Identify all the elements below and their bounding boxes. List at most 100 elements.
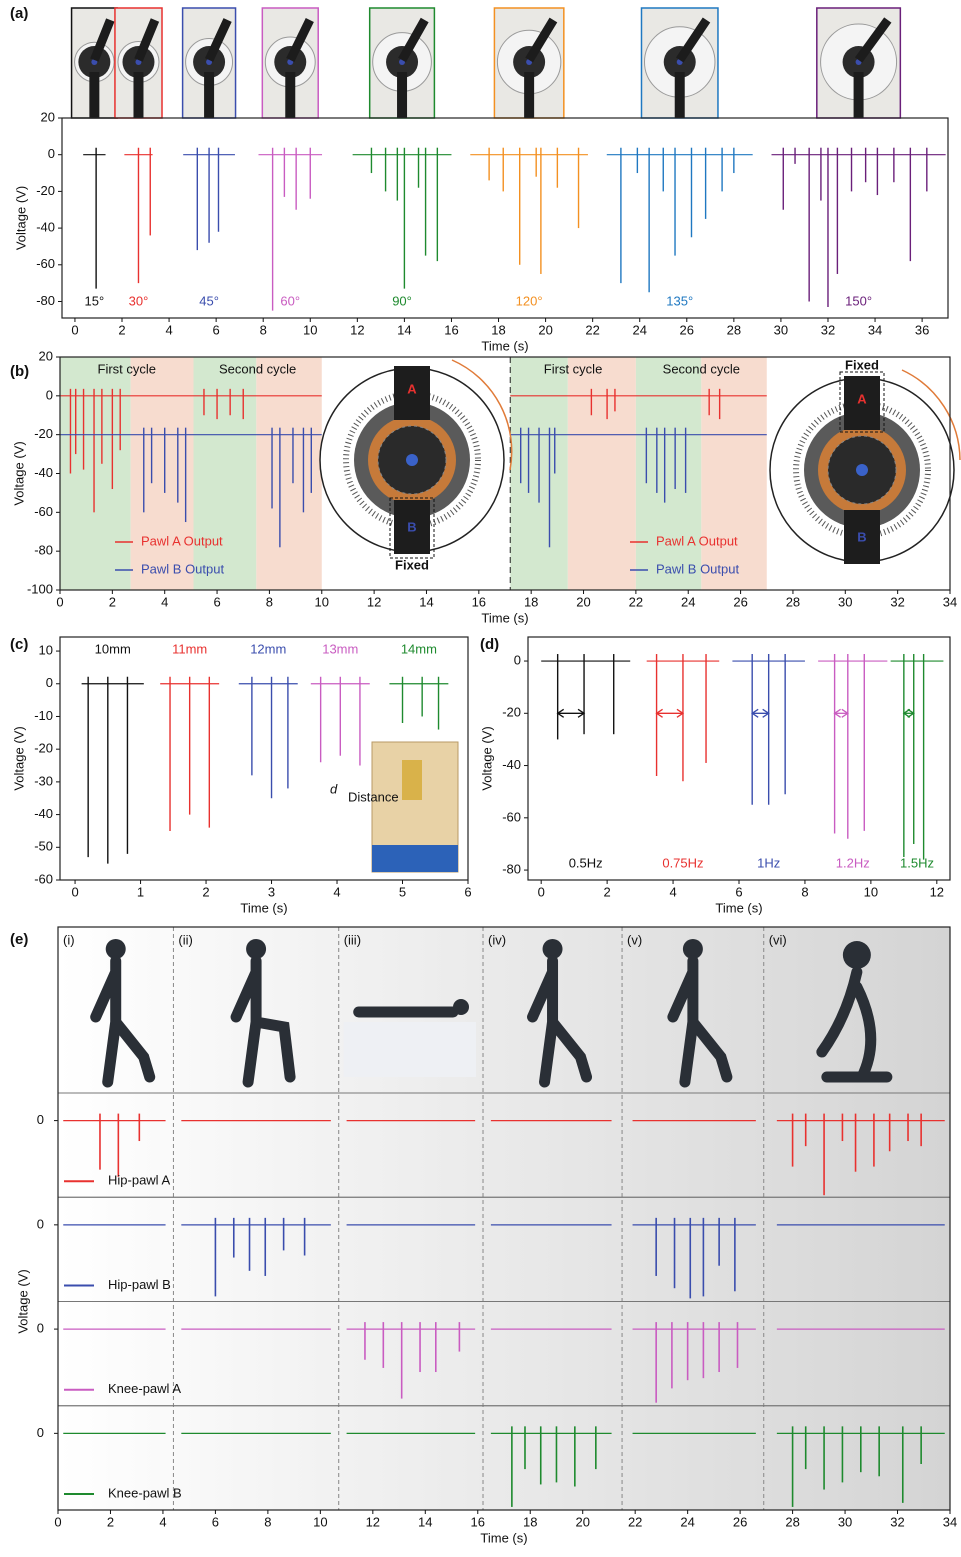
cycle-label: First cycle xyxy=(544,361,603,376)
x-tick-label: 24 xyxy=(632,322,646,337)
x-tick-label: 6 xyxy=(212,1514,219,1529)
panel-label: (d) xyxy=(480,636,499,653)
x-tick-label: 10 xyxy=(315,594,329,609)
column-label: (v) xyxy=(627,932,642,947)
y-tick-label: -40 xyxy=(36,220,55,235)
x-tick-label: 8 xyxy=(260,322,267,337)
trace-label: 135° xyxy=(666,293,693,308)
y-tick-label: 0 xyxy=(37,1425,44,1440)
x-tick-label: 12 xyxy=(367,594,381,609)
legend-label: Pawl A Output xyxy=(656,533,738,548)
cycle-label: Second cycle xyxy=(219,361,296,376)
x-axis-label: Time (s) xyxy=(481,610,528,625)
y-axis-label: Voltage (V) xyxy=(11,441,26,505)
setup-photo xyxy=(494,8,563,118)
y-tick-label: -20 xyxy=(34,426,53,441)
y-tick-label: 0 xyxy=(37,1321,44,1336)
x-tick-label: 4 xyxy=(165,322,172,337)
y-tick-label: 10 xyxy=(39,643,53,658)
cycle-region xyxy=(131,357,194,590)
column-label: (i) xyxy=(63,932,75,947)
column-label: (vi) xyxy=(769,932,787,947)
y-axis-label: Voltage (V) xyxy=(11,726,26,790)
setup-photo xyxy=(641,8,717,118)
y-tick-label: -30 xyxy=(34,773,53,788)
ratchet-diagram: ABFixed xyxy=(770,357,960,564)
x-tick-label: 22 xyxy=(628,1514,642,1529)
x-tick-label: 12 xyxy=(930,884,944,899)
trace-label: 30° xyxy=(129,293,149,308)
photo-strip xyxy=(58,927,950,1093)
x-axis-label: Time (s) xyxy=(480,1530,527,1545)
x-tick-label: 1 xyxy=(137,884,144,899)
x-tick-label: 14 xyxy=(419,594,433,609)
x-tick-label: 4 xyxy=(333,884,340,899)
x-tick-label: 12 xyxy=(366,1514,380,1529)
x-tick-label: 28 xyxy=(727,322,741,337)
figure: (a)200-20-40-60-8015°30°45°60°90°120°135… xyxy=(0,0,961,1557)
legend-label: Hip-pawl A xyxy=(108,1173,170,1188)
trace-label: 60° xyxy=(280,293,300,308)
x-axis-label: Time (s) xyxy=(240,900,287,915)
y-tick-label: -10 xyxy=(34,708,53,723)
trace-label: 0.75Hz xyxy=(662,855,703,870)
y-tick-label: -40 xyxy=(34,465,53,480)
y-tick-label: 0 xyxy=(37,1216,44,1231)
trace-label: 45° xyxy=(199,293,219,308)
arm-b xyxy=(524,72,534,118)
x-tick-label: 30 xyxy=(838,594,852,609)
y-tick-label: -80 xyxy=(502,862,521,877)
x-tick-label: 4 xyxy=(159,1514,166,1529)
panel-label: (e) xyxy=(10,931,28,948)
x-tick-label: 14 xyxy=(418,1514,432,1529)
y-tick-label: 0 xyxy=(46,675,53,690)
trace-label: 12mm xyxy=(250,641,286,656)
x-tick-label: 14 xyxy=(397,322,411,337)
x-tick-label: 34 xyxy=(868,322,882,337)
setup-photo xyxy=(262,8,318,118)
x-tick-label: 22 xyxy=(629,594,643,609)
cycle-region xyxy=(568,357,636,590)
pawl-a-label: A xyxy=(407,381,417,396)
head xyxy=(453,999,469,1015)
x-tick-label: 8 xyxy=(266,594,273,609)
y-tick-label: -20 xyxy=(36,183,55,198)
x-tick-label: 32 xyxy=(821,322,835,337)
x-tick-label: 2 xyxy=(107,1514,114,1529)
arm-b xyxy=(204,72,214,118)
x-tick-label: 30 xyxy=(774,322,788,337)
x-tick-label: 34 xyxy=(943,594,957,609)
human-figure xyxy=(344,999,476,1077)
head xyxy=(843,941,871,969)
y-tick-label: -50 xyxy=(34,839,53,854)
trace-label: 120° xyxy=(516,293,543,308)
x-tick-label: 2 xyxy=(109,594,116,609)
legend-label: Pawl B Output xyxy=(141,561,224,576)
column-label: (iv) xyxy=(488,932,506,947)
arm-b xyxy=(89,72,99,118)
y-tick-label: -60 xyxy=(502,809,521,824)
cycle-region xyxy=(194,357,257,590)
column-label: (ii) xyxy=(178,932,192,947)
setup-photo xyxy=(817,8,901,118)
x-tick-label: 10 xyxy=(313,1514,327,1529)
y-tick-label: -60 xyxy=(34,871,53,886)
x-tick-label: 24 xyxy=(681,594,695,609)
legend-label: Hip-pawl B xyxy=(108,1277,171,1292)
inset-base xyxy=(372,845,458,872)
y-tick-label: -40 xyxy=(34,806,53,821)
x-tick-label: 34 xyxy=(943,1514,957,1529)
x-tick-label: 10 xyxy=(303,322,317,337)
setup-photo xyxy=(115,8,162,118)
y-tick-label: -20 xyxy=(34,741,53,756)
x-tick-label: 16 xyxy=(471,1514,485,1529)
y-axis-label: Voltage (V) xyxy=(13,186,28,250)
panel-label: (c) xyxy=(10,636,28,653)
panel-label: (b) xyxy=(10,363,29,380)
arm-b xyxy=(854,72,864,118)
y-tick-label: 0 xyxy=(37,1112,44,1127)
trace-label: 1.2Hz xyxy=(836,855,870,870)
x-tick-label: 0 xyxy=(71,322,78,337)
y-tick-label: -100 xyxy=(27,581,53,596)
y-tick-label: 20 xyxy=(39,348,53,363)
